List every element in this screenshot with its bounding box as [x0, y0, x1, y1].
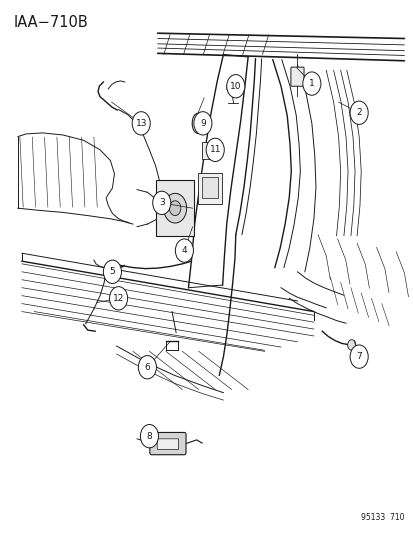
Text: 11: 11: [209, 146, 221, 155]
Circle shape: [206, 138, 224, 161]
Text: 9: 9: [199, 119, 205, 128]
Text: 1: 1: [308, 79, 314, 88]
Circle shape: [140, 424, 158, 448]
Text: 8: 8: [146, 432, 152, 441]
FancyBboxPatch shape: [157, 439, 178, 449]
Circle shape: [163, 193, 186, 223]
Circle shape: [132, 112, 150, 135]
Circle shape: [193, 112, 211, 135]
Text: 2: 2: [356, 108, 361, 117]
FancyBboxPatch shape: [150, 432, 185, 455]
Circle shape: [226, 75, 244, 98]
Text: 3: 3: [159, 198, 164, 207]
Circle shape: [349, 345, 367, 368]
Circle shape: [169, 201, 180, 216]
Text: 12: 12: [113, 294, 124, 303]
Circle shape: [138, 356, 156, 379]
Circle shape: [152, 191, 171, 215]
Text: 95133  710: 95133 710: [360, 513, 404, 522]
Ellipse shape: [192, 114, 203, 133]
Text: 6: 6: [144, 363, 150, 372]
Text: 13: 13: [135, 119, 147, 128]
Text: 5: 5: [109, 268, 115, 276]
Text: 4: 4: [181, 246, 187, 255]
FancyBboxPatch shape: [197, 173, 222, 204]
FancyBboxPatch shape: [202, 142, 219, 159]
FancyBboxPatch shape: [156, 180, 193, 236]
Text: 10: 10: [230, 82, 241, 91]
FancyBboxPatch shape: [290, 67, 303, 86]
Text: IAA−710B: IAA−710B: [14, 14, 88, 30]
Circle shape: [109, 287, 127, 310]
FancyBboxPatch shape: [202, 177, 217, 198]
Ellipse shape: [194, 117, 201, 130]
Text: 7: 7: [356, 352, 361, 361]
Circle shape: [103, 260, 121, 284]
Circle shape: [349, 101, 367, 124]
Circle shape: [347, 340, 355, 350]
Circle shape: [226, 81, 236, 94]
Circle shape: [175, 239, 193, 262]
Circle shape: [302, 72, 320, 95]
